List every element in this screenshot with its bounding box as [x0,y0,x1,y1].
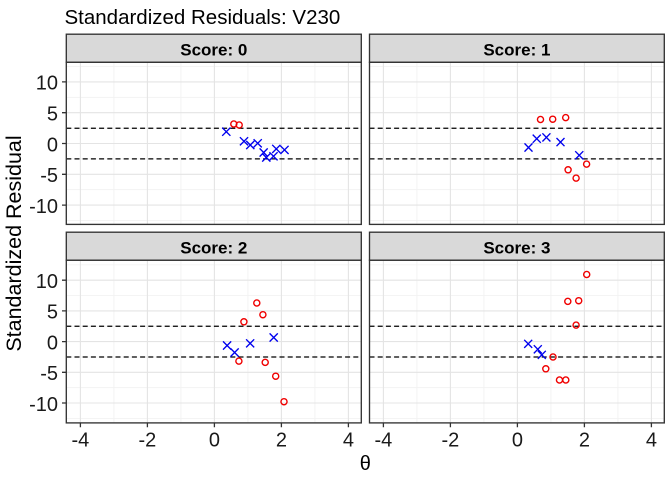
svg-text:Score: 1: Score: 1 [483,40,550,59]
svg-text:-10: -10 [29,196,58,218]
svg-text:0: 0 [47,332,58,354]
svg-text:Score: 3: Score: 3 [483,238,550,257]
svg-text:-10: -10 [29,394,58,416]
svg-text:4: 4 [646,430,657,452]
svg-text:2: 2 [579,430,590,452]
svg-text:0: 0 [209,430,220,452]
svg-text:4: 4 [343,430,354,452]
svg-text:-5: -5 [40,363,58,385]
svg-text:10: 10 [36,73,58,95]
svg-text:Score: 2: Score: 2 [180,238,247,257]
svg-text:10: 10 [36,271,58,293]
svg-text:-2: -2 [139,430,157,452]
svg-text:θ: θ [360,453,371,475]
svg-text:5: 5 [47,302,58,324]
svg-text:2: 2 [276,430,287,452]
svg-text:-4: -4 [72,430,90,452]
svg-text:Standardized Residuals: V230: Standardized Residuals: V230 [65,6,341,29]
svg-text:0: 0 [47,134,58,156]
svg-text:-4: -4 [375,430,393,452]
svg-text:Score: 0: Score: 0 [180,40,247,59]
svg-text:-2: -2 [442,430,460,452]
svg-text:0: 0 [512,430,523,452]
svg-text:-5: -5 [40,165,58,187]
svg-text:Standardized Residual: Standardized Residual [2,135,26,351]
svg-text:5: 5 [47,104,58,126]
